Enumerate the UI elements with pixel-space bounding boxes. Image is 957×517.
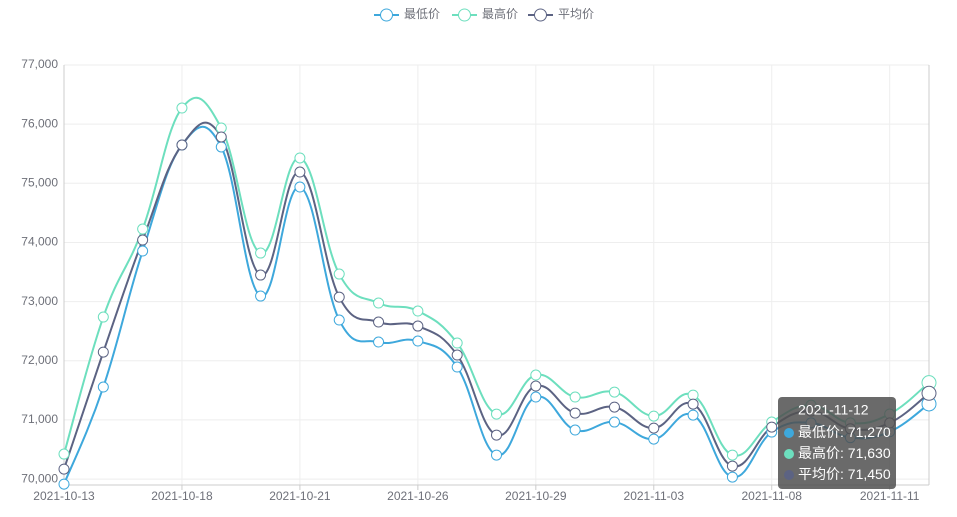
point [451,337,463,349]
x-tick-label: 2021-10-18 [151,489,213,503]
point [766,421,778,433]
tooltip-sep: : [840,445,848,461]
tooltip-name: 最低价 [798,424,840,440]
point [608,401,620,413]
tooltip-row: 最低价: 71,270 [798,424,891,440]
y-tick-label: 71,000 [21,412,58,426]
point [137,234,149,246]
point [687,409,699,421]
point [58,448,70,460]
point [215,131,227,143]
point [412,335,424,347]
tooltip-sep: : [840,466,848,482]
y-tick-label: 76,000 [21,116,58,130]
point [58,478,70,490]
x-tick-label: 2021-10-26 [387,489,449,503]
y-tick-label: 72,000 [21,353,58,367]
point [97,346,109,358]
tooltip-value: 71,450 [848,466,891,482]
tooltip-name: 最高价 [798,445,840,461]
y-tick-label: 73,000 [21,294,58,308]
point [648,422,660,434]
tooltip-value: 71,270 [848,424,891,440]
tooltip-name: 平均价 [798,466,840,482]
point [451,361,463,373]
legend-marker [380,8,393,22]
point [333,268,345,280]
x-tick-label: 2021-10-29 [505,489,567,503]
tooltip-value: 71,630 [848,445,891,461]
point [137,223,149,235]
point [530,391,542,403]
point [58,463,70,475]
legend-label: 最低价 [404,7,440,21]
point [412,320,424,332]
y-tick-label: 77,000 [21,57,58,71]
y-tick-label: 75,000 [21,175,58,189]
point [294,152,306,164]
x-tick-label: 2021-11-11 [860,489,920,503]
tooltip-dot [784,470,794,480]
point [333,291,345,303]
point [491,408,502,420]
point [255,290,267,302]
x-tick-label: 2021-10-21 [269,489,331,503]
point [530,380,542,392]
point [176,102,188,114]
tooltip-row: 平均价: 71,450 [798,466,891,482]
point [569,424,581,436]
legend-label: 平均价 [558,7,594,21]
tooltip-box [778,397,896,489]
point [97,311,109,323]
tooltip: 2021-11-12 最低价: 71,270 最高价: 71,630 平均价: 71,… [778,397,896,489]
point [373,336,385,348]
point [255,269,267,281]
point [137,245,149,257]
point [648,433,660,445]
point [294,181,306,193]
point [333,314,345,326]
point [648,410,660,422]
point [608,416,620,428]
legend-marker [534,8,547,22]
legend-label: 最高价 [482,6,518,21]
y-tick-label: 74,000 [21,235,58,249]
point [451,349,463,361]
x-tick-label: 2021-11-03 [624,489,685,503]
tooltip-dot [784,449,794,459]
point [569,391,581,403]
tooltip-dot [784,428,794,438]
point [569,407,581,419]
point [921,385,937,401]
point [412,305,424,317]
point [530,369,542,381]
x-tick-label: 2021-10-13 [33,489,95,503]
legend-marker [458,8,471,22]
point [726,471,738,483]
x-tick-label: 2021-11-08 [741,489,802,503]
point [176,139,188,151]
point [255,247,267,259]
tooltip-sep: : [840,424,848,440]
point [373,316,385,328]
point [608,386,620,398]
point [373,297,385,309]
point [491,429,502,441]
point [687,398,699,410]
tooltip-title: 2021-11-12 [798,402,869,418]
point [726,460,738,472]
tooltip-row: 最高价: 71,630 [798,445,891,461]
point [294,166,306,178]
point [726,449,738,461]
point [491,449,502,461]
point [215,141,227,153]
point [97,381,109,393]
y-tick-label: 70,000 [21,471,58,485]
